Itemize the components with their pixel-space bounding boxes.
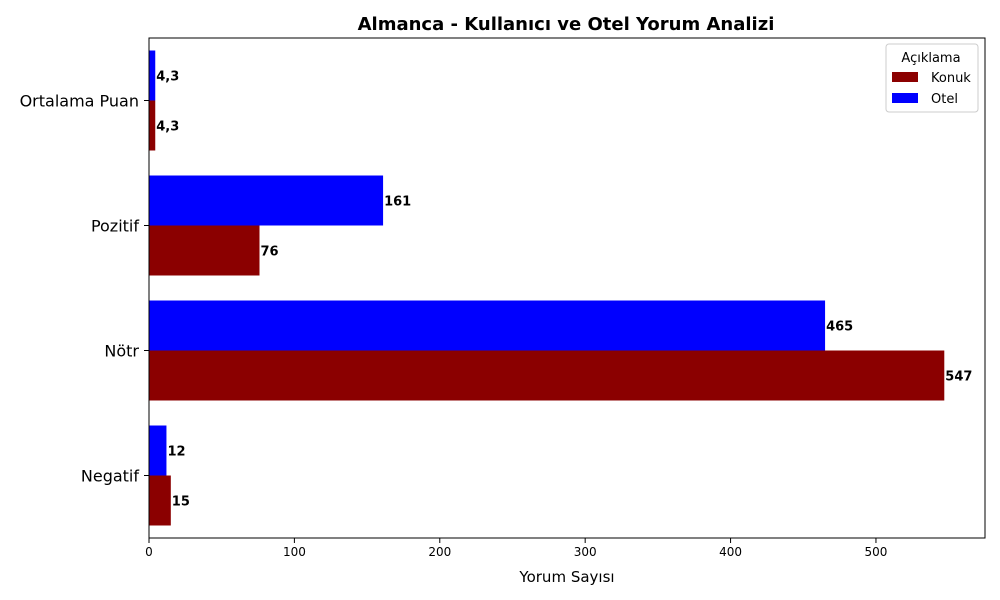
data-label-konuk-2: 76 bbox=[260, 245, 278, 260]
x-tick-label: 100 bbox=[283, 545, 306, 559]
data-label-konuk-0: 15 bbox=[172, 495, 190, 510]
data-label-konuk-1: 547 bbox=[945, 370, 972, 385]
plot-area: 15 12 547 465 76 161 4,3 4,3 bbox=[149, 50, 972, 526]
x-tick-label: 0 bbox=[145, 545, 153, 559]
bar-otel-2 bbox=[149, 175, 384, 226]
legend-label-otel: Otel bbox=[931, 92, 958, 107]
y-tick-label: Pozitif bbox=[91, 217, 139, 236]
bar-otel-3 bbox=[149, 50, 156, 101]
x-axis-label: Yorum Sayısı bbox=[518, 568, 614, 586]
legend-swatch-otel bbox=[892, 93, 918, 103]
y-tick-label: Nötr bbox=[104, 342, 139, 361]
x-tick-label: 300 bbox=[574, 545, 597, 559]
chart-title: Almanca - Kullanıcı ve Otel Yorum Analiz… bbox=[358, 14, 775, 35]
legend-title: Açıklama bbox=[901, 51, 960, 66]
axis-ticks: Negatif Nötr Pozitif Ortalama Puan 0 100 200 30… bbox=[20, 92, 888, 560]
data-label-otel-3: 4,3 bbox=[156, 70, 179, 85]
legend-label-konuk: Konuk bbox=[931, 71, 971, 86]
data-label-konuk-3: 4,3 bbox=[156, 120, 179, 135]
bar-konuk-3 bbox=[149, 100, 156, 151]
x-tick-label: 500 bbox=[865, 545, 888, 559]
legend: Açıklama Konuk Otel bbox=[885, 43, 979, 113]
bar-konuk-2 bbox=[149, 225, 260, 276]
bar-konuk-0 bbox=[149, 475, 171, 526]
x-tick-label: 200 bbox=[428, 545, 451, 559]
data-label-otel-0: 12 bbox=[167, 445, 185, 460]
data-label-otel-2: 161 bbox=[384, 195, 411, 210]
y-tick-label: Negatif bbox=[81, 467, 139, 486]
bar-otel-0 bbox=[149, 425, 167, 476]
bar-konuk-1 bbox=[149, 350, 945, 401]
bar-otel-1 bbox=[149, 300, 826, 351]
legend-swatch-konuk bbox=[892, 72, 918, 82]
data-label-otel-1: 465 bbox=[826, 320, 853, 335]
x-tick-label: 400 bbox=[719, 545, 742, 559]
plot-frame bbox=[148, 37, 986, 539]
y-tick-label: Ortalama Puan bbox=[20, 92, 139, 111]
